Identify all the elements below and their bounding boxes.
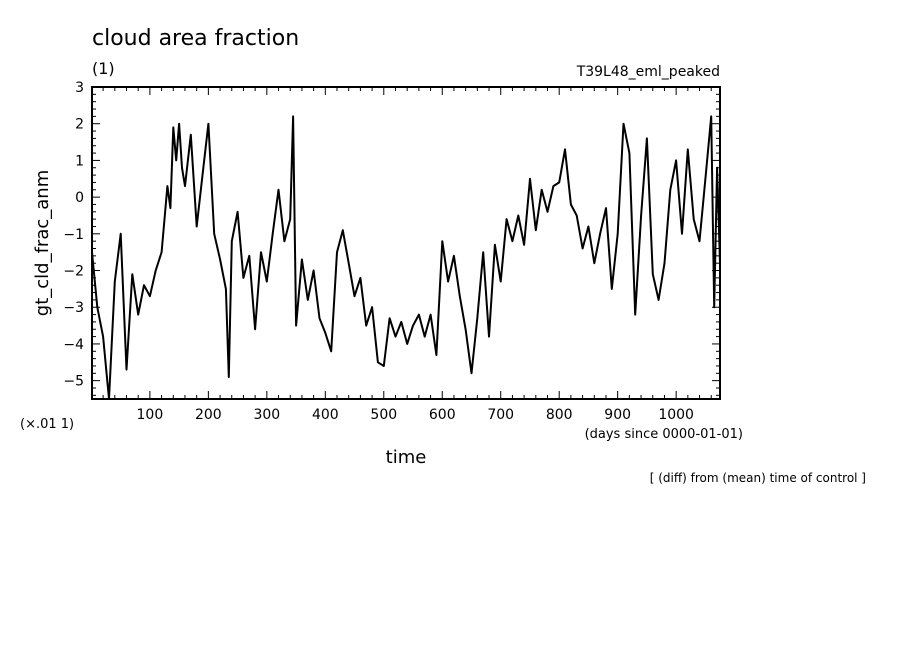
y-tick-label: 0 bbox=[75, 190, 84, 206]
x-units-label: (days since 0000-01-01) bbox=[585, 427, 743, 442]
chart-title: cloud area fraction bbox=[92, 26, 299, 51]
x-tick-label: 400 bbox=[312, 407, 339, 423]
x-tick-label: 800 bbox=[546, 407, 573, 423]
x-tick-label: 1000 bbox=[658, 407, 694, 423]
footnote: [ (diff) from (mean) time of control ] bbox=[650, 471, 866, 485]
run-label: T39L48_eml_peaked bbox=[576, 64, 720, 80]
x-tick-label: 200 bbox=[195, 407, 222, 423]
y-tick-label: 3 bbox=[75, 80, 84, 96]
y-tick-label: 1 bbox=[75, 153, 84, 169]
x-axis: 100 200 300 400 500 600 700 800 900 1000 bbox=[102, 87, 712, 423]
y-tick-label: −5 bbox=[63, 374, 84, 390]
y-tick-label: 2 bbox=[75, 117, 84, 133]
y-axis-label: gt_cld_frac_anm bbox=[32, 170, 53, 316]
x-tick-label: 600 bbox=[429, 407, 456, 423]
y-tick-label: −3 bbox=[63, 300, 84, 316]
series-layer bbox=[91, 115, 721, 400]
units-label: (1) bbox=[92, 59, 115, 78]
x-tick-label: 900 bbox=[604, 407, 631, 423]
x-tick-label: 300 bbox=[253, 407, 280, 423]
y-scale-note: (×.01 1) bbox=[20, 417, 74, 432]
x-axis-label: time bbox=[386, 447, 427, 468]
series-line bbox=[91, 115, 721, 400]
x-tick-label: 700 bbox=[487, 407, 514, 423]
y-tick-label: −2 bbox=[63, 264, 84, 280]
y-tick-label: −4 bbox=[63, 337, 84, 353]
y-axis: −5 −4 −3 −2 −1 0 1 2 3 bbox=[63, 80, 720, 396]
y-tick-label: −1 bbox=[63, 227, 84, 243]
x-tick-label: 500 bbox=[370, 407, 397, 423]
x-tick-label: 100 bbox=[137, 407, 164, 423]
